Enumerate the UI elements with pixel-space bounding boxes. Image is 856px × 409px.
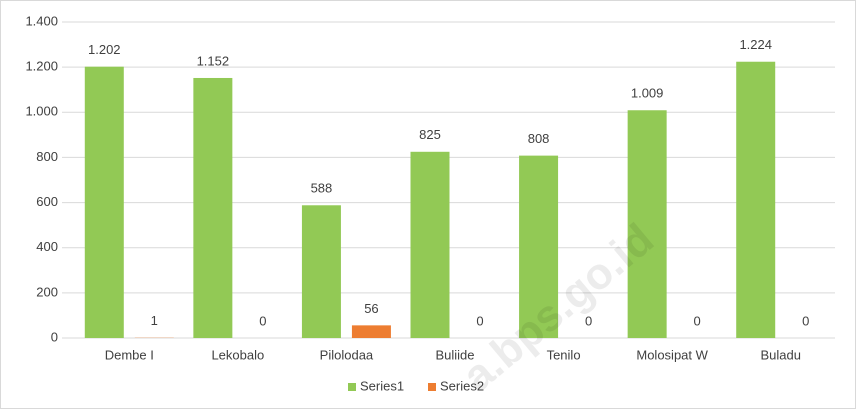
legend-label: Series1 [360,378,404,393]
x-tick-label: Pilolodaa [320,347,374,362]
x-tick-label: Tenilo [547,347,581,362]
y-tick-label: 1.200 [25,59,58,74]
data-label: 1.152 [197,53,230,68]
data-label: 56 [364,301,378,316]
bar [84,66,124,338]
x-tick-label: Lekobalo [211,347,264,362]
legend-label: Series2 [440,378,484,393]
x-tick-label: Molosipat W [636,347,708,362]
data-label: 1.202 [88,42,121,57]
legend-swatch [428,383,436,391]
x-tick-label: Buladu [760,347,800,362]
data-label: 0 [694,313,701,328]
y-tick-label: 800 [36,149,58,164]
bar [301,205,341,338]
data-label: 0 [259,313,266,328]
bar [351,325,391,338]
y-tick-label: 1.400 [25,13,58,28]
data-label: 825 [419,127,441,142]
x-tick-label: Dembe I [105,347,154,362]
y-tick-label: 400 [36,239,58,254]
y-tick-label: 0 [51,329,58,344]
data-label: 588 [311,181,333,196]
bar [410,151,450,338]
data-label: 0 [476,313,483,328]
bar [519,155,559,338]
y-tick-label: 200 [36,284,58,299]
data-label: 808 [528,131,550,146]
bar [627,110,667,338]
x-tick-label: Buliide [435,347,474,362]
data-label: 0 [585,313,592,328]
data-label: 1 [151,313,158,328]
data-label: 0 [802,313,809,328]
legend-swatch [348,383,356,391]
data-label: 1.009 [631,86,664,101]
bar [736,61,776,339]
y-tick-label: 1.000 [25,104,58,119]
y-tick-label: 600 [36,194,58,209]
data-label: 1.224 [739,37,772,52]
bar [193,77,233,338]
